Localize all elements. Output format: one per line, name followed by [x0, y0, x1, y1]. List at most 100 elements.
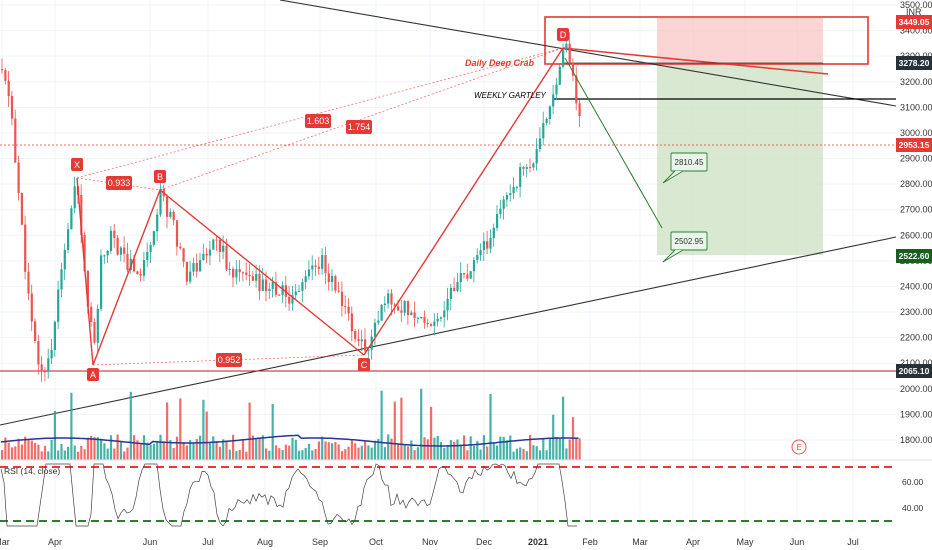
price-tick-label: 2200.00	[900, 333, 932, 343]
candle-body	[278, 294, 281, 296]
candle-body	[538, 138, 542, 150]
volume-bar	[393, 401, 396, 460]
earnings-event-marker[interactable]	[791, 439, 807, 455]
volume-bar	[307, 443, 311, 460]
price-tick-label: 2300.00	[900, 307, 932, 317]
candle-body	[377, 320, 380, 323]
candle-body	[472, 259, 476, 272]
volume-bar	[218, 446, 221, 460]
volume-bar	[113, 448, 116, 460]
candle-body	[314, 265, 317, 267]
volume-bar	[241, 439, 245, 460]
target-callout	[670, 152, 708, 172]
candle-body	[522, 167, 525, 169]
volume-bar	[327, 442, 330, 460]
volume-bar	[420, 388, 423, 460]
candle-body	[397, 306, 400, 311]
candle-body	[63, 249, 66, 270]
pattern-point-marker	[87, 368, 99, 381]
volume-bar	[192, 443, 195, 460]
candle-body	[146, 251, 149, 261]
volume-bar	[489, 393, 492, 460]
volume-bar	[248, 402, 251, 460]
candle-body	[568, 43, 571, 63]
volume-bar	[189, 440, 192, 460]
candle-body	[449, 287, 452, 299]
candle-body	[14, 118, 17, 163]
candle-body	[373, 322, 377, 337]
pattern-ratio-line	[92, 354, 365, 366]
price-badge	[896, 15, 932, 29]
pattern-point-label: A	[90, 370, 96, 380]
candle-body	[90, 306, 93, 323]
time-tick-label: Jun	[790, 537, 805, 547]
volume-bar	[185, 445, 188, 460]
volume-bar	[228, 449, 231, 460]
volume-bar	[542, 439, 545, 460]
candle-body	[456, 281, 459, 292]
volume-bar	[291, 437, 294, 460]
candle-body	[27, 271, 30, 294]
time-tick-label: Apr	[48, 537, 62, 547]
time-tick-label: 2021	[528, 537, 548, 547]
volume-bar	[525, 451, 528, 460]
candle-body	[578, 103, 581, 117]
candle-body	[575, 75, 578, 104]
volume-bar	[459, 444, 462, 460]
candle-body	[169, 211, 172, 217]
volume-bar	[298, 450, 301, 460]
candle-body	[205, 253, 208, 256]
time-tick-label: Jul	[847, 537, 859, 547]
volume-bar	[519, 447, 522, 460]
volume-bar	[453, 441, 456, 460]
candle-body	[106, 250, 109, 256]
volume-ma-line	[0, 434, 579, 447]
time-tick-label: Oct	[369, 537, 384, 547]
candle-body	[357, 338, 360, 342]
candle-body	[241, 272, 245, 274]
volume-bar	[505, 440, 509, 460]
candle-body	[93, 322, 96, 343]
candle-body	[222, 245, 225, 252]
candle-body	[37, 340, 40, 365]
volume-bar	[199, 435, 202, 460]
candle-body	[519, 167, 522, 187]
candle-body	[420, 316, 423, 319]
candle-body	[499, 208, 502, 214]
candle-body	[400, 310, 403, 313]
volume-bar	[278, 448, 281, 460]
price-tick-label: 1800.00	[900, 435, 932, 445]
pattern-title: WEEKLY GARTLEY	[474, 91, 547, 100]
price-tick-label: 1900.00	[900, 409, 932, 419]
candle-body	[7, 80, 10, 97]
rsi-pane: RSI (14, close) 60.00 40.00	[0, 463, 924, 527]
price-badge	[896, 249, 932, 263]
candle-body	[136, 271, 139, 274]
candle-body	[294, 291, 297, 296]
volume-bar	[403, 444, 406, 460]
candle-body	[542, 123, 545, 139]
price-badge	[896, 56, 932, 70]
candle-body	[364, 339, 367, 351]
candle-body	[212, 239, 215, 250]
ratio-badge	[305, 114, 331, 128]
time-axis: Mar Apr Jun Jul Aug Sep Oct Nov Dec 2021 Feb Mar Apr…	[0, 537, 859, 547]
volume-bar	[387, 434, 390, 460]
pattern-point-marker	[71, 158, 83, 171]
volume-bar	[449, 440, 452, 460]
volume-bar	[30, 440, 33, 460]
candle-body	[179, 246, 182, 249]
volume-bar	[492, 442, 495, 460]
volume-bar	[222, 439, 225, 460]
price-badge-label: 2065.10	[899, 366, 930, 376]
candle-body	[383, 303, 386, 306]
candle-body	[436, 318, 439, 322]
volume-bar	[304, 447, 307, 460]
volume-bar	[562, 396, 565, 460]
volume-bar	[83, 449, 86, 460]
time-tick-label: May	[736, 537, 754, 547]
candle-body	[149, 244, 152, 252]
candle-body	[558, 66, 561, 85]
candle-body	[459, 273, 462, 282]
